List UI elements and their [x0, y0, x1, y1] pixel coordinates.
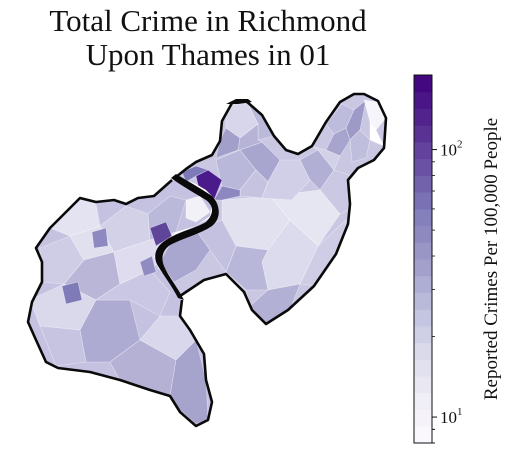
colorbar-band — [414, 125, 432, 143]
ward-polygon — [213, 185, 241, 201]
ward-polygon — [91, 227, 109, 249]
colorbar-band — [414, 75, 432, 93]
colorbar-ticks: 101 102 — [432, 139, 463, 444]
ward-polygon — [237, 123, 263, 151]
colorbar-band — [414, 225, 432, 243]
title-line-1: Total Crime in Richmond — [49, 3, 367, 38]
colorbar-band — [414, 392, 432, 411]
colorbar-band — [414, 325, 432, 344]
colorbar-tick-label: 102 — [440, 139, 463, 160]
colorbar-bands — [414, 75, 432, 444]
colorbar-band — [414, 175, 432, 193]
ward-polygon — [61, 281, 83, 305]
ward-polygon — [139, 255, 157, 277]
colorbar-band — [414, 342, 432, 360]
colorbar-band — [414, 108, 432, 126]
colorbar-band — [414, 259, 432, 277]
colorbar-band — [414, 376, 432, 394]
ward-polygon — [185, 195, 211, 223]
colorbar-band — [414, 192, 432, 210]
colorbar-tick-label: 101 — [440, 406, 463, 427]
colorbar-frame — [413, 74, 433, 444]
colorbar-label: Reported Crimes Per 100,000 People — [481, 118, 502, 400]
choropleth-map — [26, 92, 388, 428]
colorbar-band — [414, 409, 432, 427]
ward-polygon — [195, 219, 237, 273]
ward-polygon — [325, 127, 351, 157]
colorbar-band — [414, 208, 432, 227]
colorbar-band — [414, 359, 432, 377]
ward-polygon — [239, 169, 269, 199]
title-line-2: Upon Thames in 01 — [85, 37, 331, 72]
ward-polygon — [269, 189, 341, 247]
north-region — [156, 94, 386, 324]
colorbar-band — [414, 141, 432, 160]
south-boundary — [26, 179, 214, 428]
colorbar-band — [414, 426, 432, 444]
north-boundary — [175, 92, 388, 326]
colorbar-band — [414, 91, 432, 109]
ward-polygon — [311, 145, 341, 171]
colorbar-band — [414, 292, 432, 310]
colorbar-band — [414, 309, 432, 327]
river-thames — [155, 174, 219, 300]
colorbar-band — [414, 275, 432, 293]
colorbar-band — [414, 242, 432, 260]
ward-polygon — [349, 129, 371, 163]
chart-title: Total Crime in Richmond Upon Thames in 0… — [0, 4, 416, 72]
colorbar-band — [414, 158, 432, 176]
